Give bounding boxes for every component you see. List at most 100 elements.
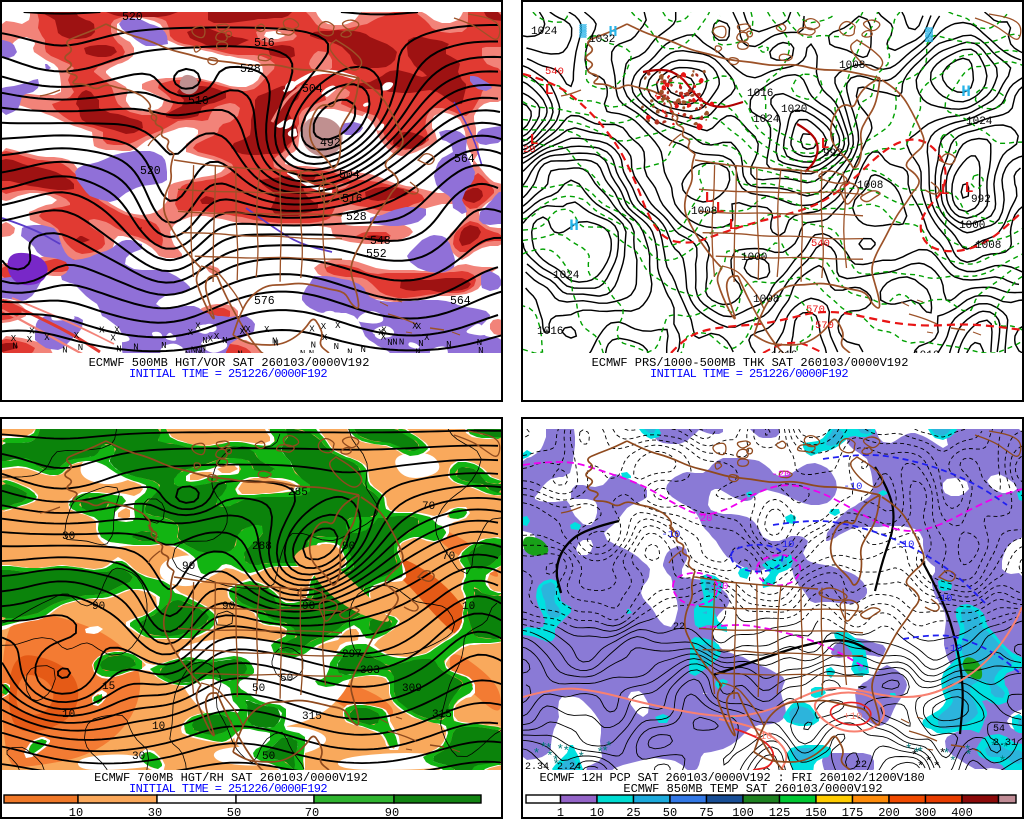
svg-text:1024: 1024	[553, 270, 580, 282]
svg-text:*: *	[546, 749, 554, 764]
svg-text:1008: 1008	[975, 240, 1001, 252]
svg-text:X: X	[309, 324, 315, 334]
svg-text:540: 540	[545, 66, 564, 78]
svg-text:X: X	[264, 325, 270, 335]
svg-text:ECMWF 500MB HGT/VOR SAT 260103: ECMWF 500MB HGT/VOR SAT 260103/0000V192	[89, 356, 370, 370]
svg-text:L: L	[820, 136, 829, 153]
svg-text:X: X	[240, 327, 246, 337]
svg-text:*: *	[933, 760, 940, 774]
svg-text:504: 504	[302, 83, 323, 96]
svg-text:*: *	[556, 742, 564, 757]
svg-text:X: X	[381, 332, 387, 342]
svg-text:X: X	[44, 333, 50, 343]
svg-text:H: H	[608, 24, 617, 41]
svg-text:▓: ▓	[579, 24, 587, 38]
svg-text:N: N	[347, 348, 352, 358]
svg-text:50: 50	[280, 673, 293, 685]
svg-text:X: X	[335, 321, 341, 331]
svg-text:520: 520	[140, 165, 161, 178]
svg-text:504: 504	[339, 169, 360, 182]
svg-text:2.34: 2.34	[525, 762, 549, 773]
svg-text:*: *	[943, 747, 951, 762]
svg-text:75: 75	[699, 806, 713, 817]
svg-text:2.24: 2.24	[557, 762, 581, 773]
svg-text:N: N	[300, 349, 305, 359]
svg-text:150: 150	[805, 806, 827, 817]
svg-text:*: *	[552, 758, 560, 773]
svg-text:400: 400	[951, 806, 973, 817]
svg-text:528: 528	[346, 211, 367, 224]
svg-text:10: 10	[590, 806, 604, 817]
svg-text:1008: 1008	[857, 180, 883, 192]
svg-text:-20: -20	[772, 469, 791, 481]
svg-text:30: 30	[132, 751, 145, 763]
svg-text:1000: 1000	[959, 220, 985, 232]
svg-text:ECMWF 700MB HGT/RH SAT 260103/: ECMWF 700MB HGT/RH SAT 260103/0000V192	[94, 771, 368, 785]
svg-text:570: 570	[815, 320, 834, 332]
svg-text:N: N	[311, 341, 316, 351]
svg-text:*: *	[913, 746, 921, 761]
svg-text:300: 300	[915, 806, 937, 817]
svg-text:*: *	[533, 747, 541, 762]
svg-text:*: *	[939, 747, 946, 761]
svg-text:X: X	[321, 322, 327, 332]
svg-text:1024: 1024	[966, 116, 993, 128]
svg-text:N: N	[12, 341, 17, 351]
svg-text:285: 285	[288, 487, 308, 499]
svg-text:N: N	[387, 338, 392, 348]
svg-text:90: 90	[222, 601, 235, 613]
svg-text:N: N	[334, 342, 339, 352]
svg-text:-20: -20	[694, 513, 713, 525]
svg-text:70: 70	[305, 806, 319, 817]
svg-text:10: 10	[69, 806, 83, 817]
svg-text:30: 30	[62, 531, 75, 543]
svg-text:1000: 1000	[741, 252, 767, 264]
svg-text:-10: -10	[934, 593, 953, 605]
svg-text:-10: -10	[944, 643, 963, 655]
svg-text:*: *	[540, 740, 548, 755]
svg-text:50: 50	[663, 806, 677, 817]
svg-text:*: *	[545, 742, 553, 757]
svg-text:1016: 1016	[747, 88, 773, 100]
svg-text:N: N	[78, 343, 83, 353]
svg-text:*: *	[964, 743, 972, 758]
svg-text:1016: 1016	[537, 326, 563, 338]
svg-text:548: 548	[370, 235, 391, 248]
svg-text:-10: -10	[844, 481, 863, 493]
svg-text:ECMWF 850MB TEMP SAT 260103/00: ECMWF 850MB TEMP SAT 260103/0000V192	[623, 782, 882, 796]
svg-text:N: N	[237, 349, 242, 359]
svg-text:25: 25	[626, 806, 640, 817]
svg-text:L: L	[529, 132, 538, 149]
svg-text:309: 309	[402, 683, 422, 695]
svg-text:*: *	[596, 745, 604, 760]
svg-text:175: 175	[842, 806, 864, 817]
svg-text:1032: 1032	[589, 34, 615, 46]
svg-text:1016: 1016	[771, 350, 797, 362]
svg-text:*: *	[905, 742, 913, 757]
svg-text:X: X	[188, 328, 194, 338]
svg-text:H: H	[569, 217, 579, 235]
svg-text:*: *	[911, 749, 918, 763]
svg-text:1008: 1008	[691, 206, 717, 218]
svg-text:N: N	[399, 337, 404, 347]
svg-text:*: *	[965, 748, 973, 763]
svg-text:N: N	[222, 336, 227, 346]
svg-text:-20: -20	[710, 581, 729, 593]
svg-text:N: N	[309, 349, 314, 359]
svg-text:*: *	[949, 754, 957, 769]
svg-text:*: *	[917, 760, 924, 774]
svg-text:X: X	[245, 325, 251, 335]
svg-text:N: N	[161, 341, 166, 351]
svg-text:*: *	[562, 744, 570, 759]
svg-text:540: 540	[811, 238, 830, 250]
svg-text:X: X	[214, 332, 220, 342]
svg-text:90: 90	[302, 601, 315, 613]
svg-text:10: 10	[62, 709, 75, 721]
svg-text:315: 315	[302, 711, 322, 723]
svg-text:576: 576	[254, 295, 275, 308]
svg-text:2.31: 2.31	[993, 738, 1017, 749]
svg-text:+10: +10	[844, 711, 863, 723]
svg-text:*: *	[1002, 741, 1010, 756]
svg-text:N: N	[478, 346, 483, 356]
svg-text:528: 528	[240, 63, 261, 76]
